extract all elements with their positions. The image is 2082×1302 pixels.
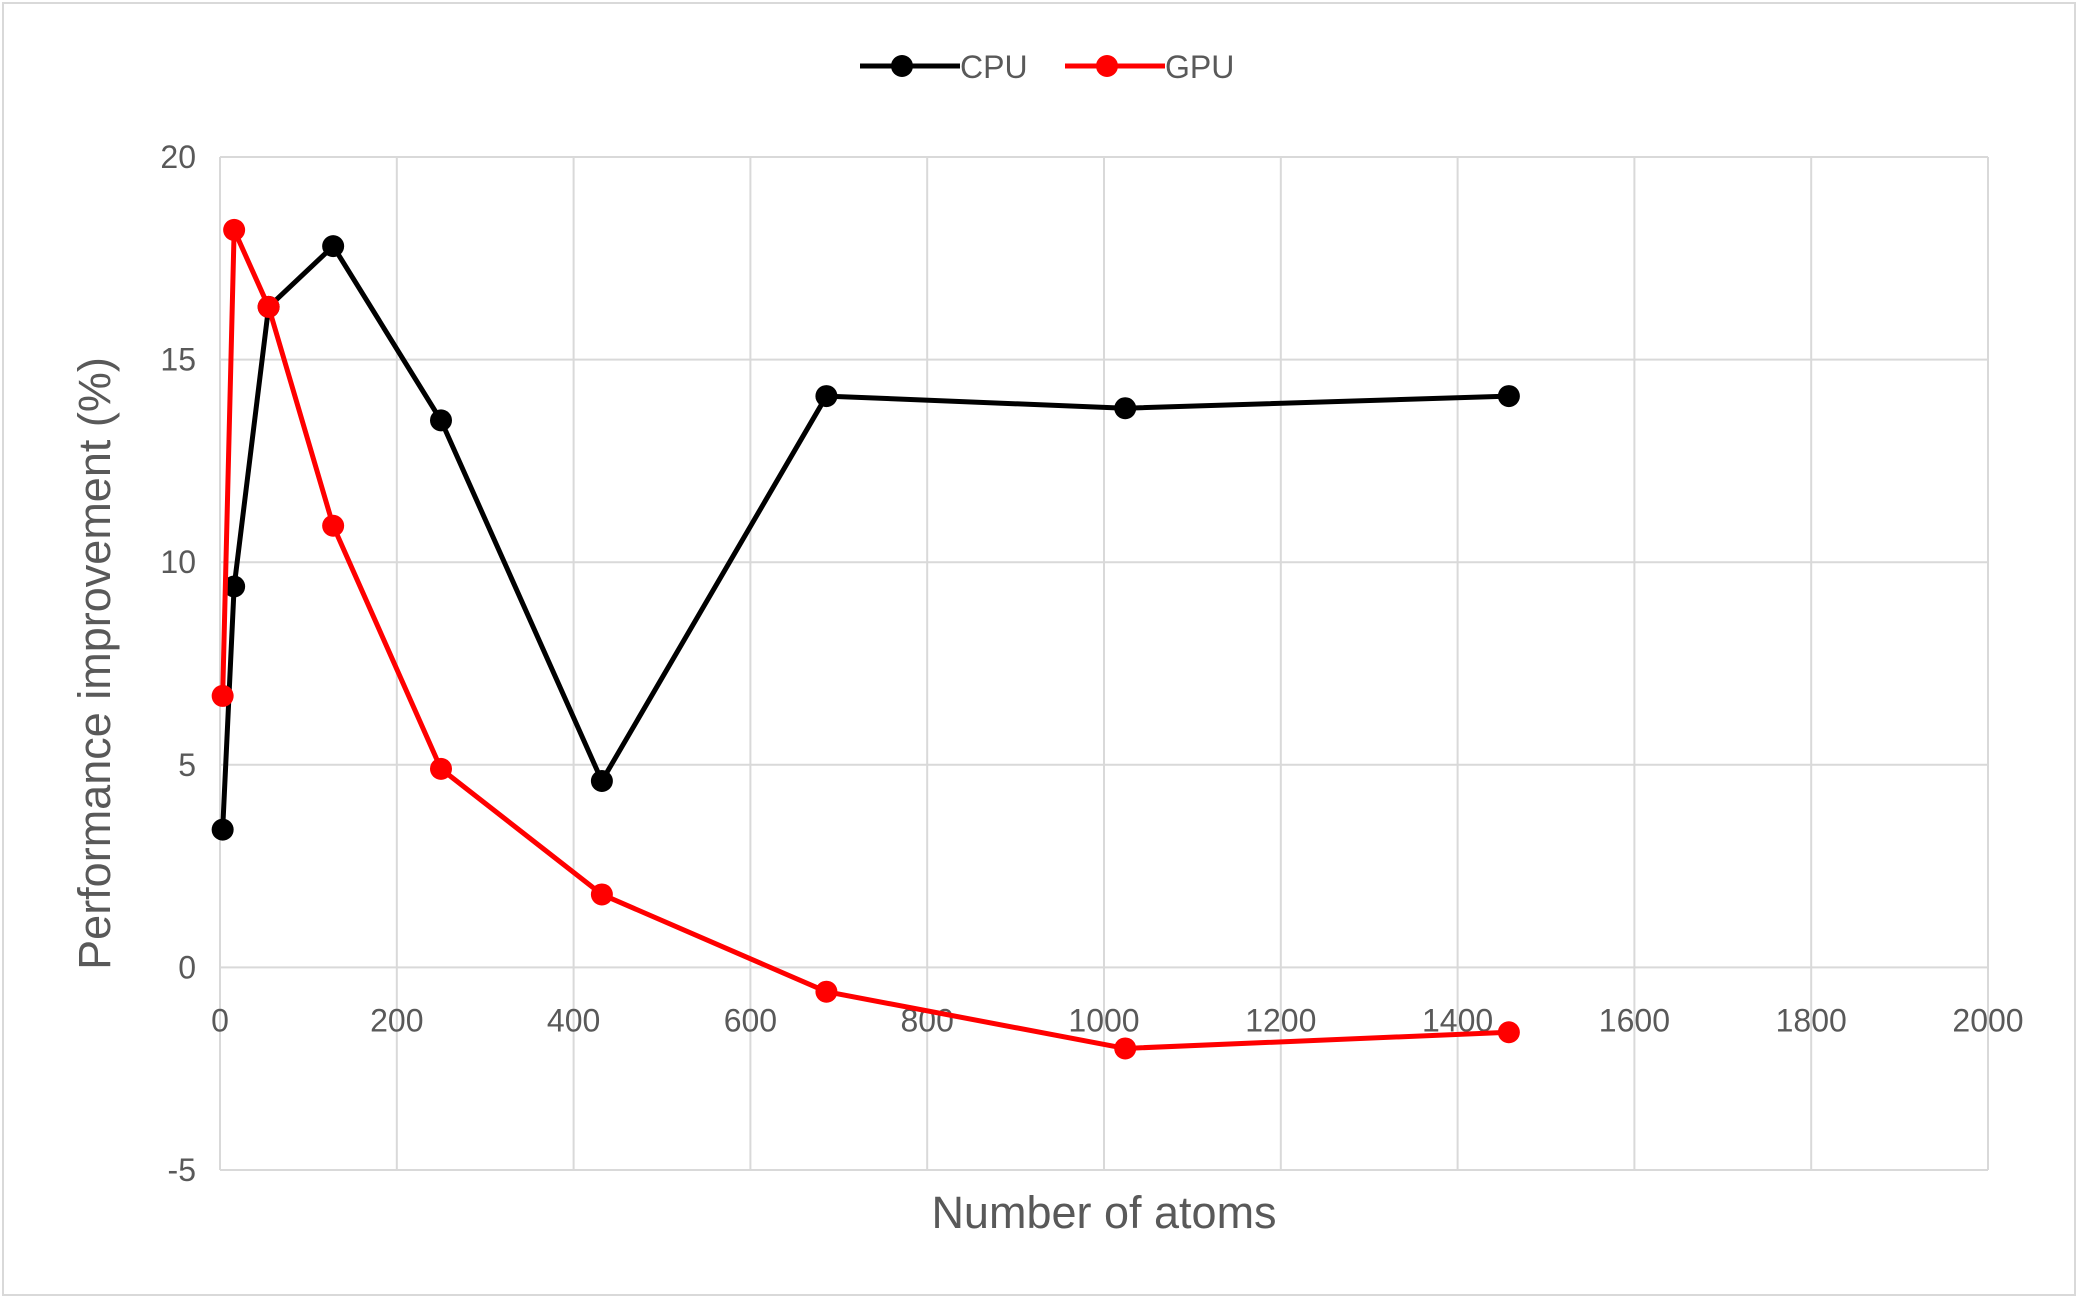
data-point	[590, 883, 613, 906]
x-tick-label: 1000	[1068, 1002, 1139, 1038]
y-tick-label: 0	[178, 949, 196, 985]
x-tick-label: 1200	[1245, 1002, 1316, 1038]
legend-item-cpu: CPU	[860, 49, 1028, 85]
data-point	[223, 575, 246, 598]
x-tick-label: 1800	[1776, 1002, 1847, 1038]
y-tick-label: 15	[160, 342, 196, 378]
data-point	[815, 385, 838, 408]
data-point	[430, 409, 452, 432]
gridlines	[219, 156, 1989, 1171]
x-tick-label: 600	[724, 1002, 777, 1038]
y-tick-label: 10	[160, 544, 196, 580]
legend-marker	[1096, 55, 1118, 77]
data-point	[211, 818, 234, 841]
y-tick-label: -5	[168, 1152, 196, 1188]
series-lines	[211, 218, 1520, 1060]
data-point	[815, 980, 838, 1003]
series-cpu	[211, 235, 1520, 841]
x-tick-label: 2000	[1952, 1002, 2023, 1038]
data-point	[1497, 385, 1520, 408]
data-point	[430, 757, 452, 780]
data-point	[590, 770, 613, 793]
x-axis-title: Number of atoms	[931, 1187, 1276, 1238]
legend: CPU GPU	[860, 49, 1234, 85]
legend-label: CPU	[960, 49, 1028, 85]
data-point	[1497, 1021, 1520, 1044]
data-point	[1114, 397, 1137, 420]
data-point	[322, 514, 345, 537]
series-line	[220, 243, 1509, 830]
data-point	[1114, 1037, 1137, 1060]
data-point	[257, 295, 280, 318]
data-point	[322, 235, 345, 258]
y-tick-label: 20	[160, 139, 196, 175]
series-gpu	[211, 218, 1520, 1060]
x-tick-label: 1600	[1599, 1002, 1670, 1038]
series-line	[220, 227, 1509, 1051]
y-tick-label: 5	[178, 747, 196, 783]
data-point	[223, 218, 246, 241]
legend-marker	[891, 55, 913, 77]
x-axis-ticks: 0 200 400 600 800 1000 1200 1400 1600 1800 2000	[211, 1002, 2023, 1038]
x-tick-label: 200	[370, 1002, 423, 1038]
x-tick-label: 0	[211, 1002, 229, 1038]
data-point	[211, 684, 234, 707]
x-tick-label: 400	[547, 1002, 600, 1038]
legend-item-gpu: GPU	[1065, 49, 1234, 85]
y-axis-ticks: -5 0 5 10 15 20	[160, 139, 196, 1188]
legend-label: GPU	[1165, 49, 1234, 85]
y-axis-title: Performance improvement (%)	[69, 357, 120, 970]
